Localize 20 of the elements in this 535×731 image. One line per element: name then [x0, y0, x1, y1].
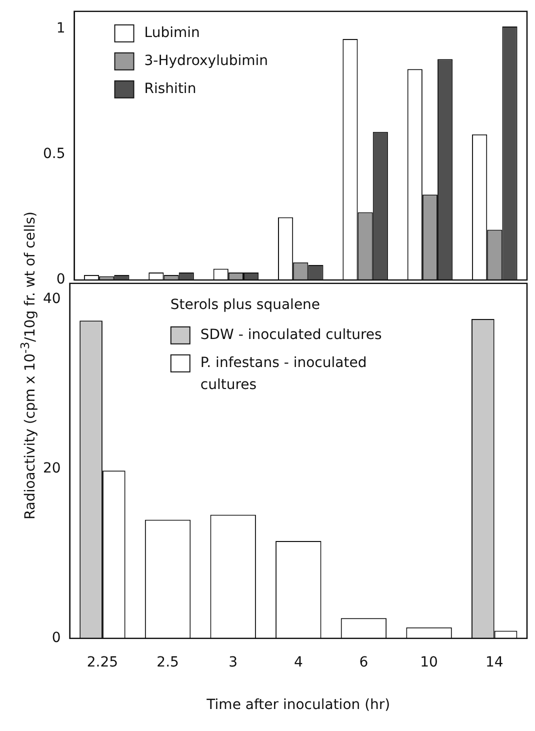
- y-tick-label: 1: [56, 20, 66, 37]
- y-tick-label: 0: [56, 272, 66, 288]
- x-tick-label: 14: [485, 654, 504, 670]
- x-tick-label: 10: [420, 654, 438, 670]
- x-tick-label: 4: [294, 654, 303, 670]
- legend-title: Sterols plus squalene: [170, 297, 320, 314]
- legend-label: SDW - inoculated cultures: [200, 327, 382, 344]
- legend-label: P. infestans - inoculated cultures: [200, 355, 367, 394]
- legend-label: Rishitin: [144, 81, 196, 98]
- x-axis-title: Time after inoculation (hr): [206, 697, 390, 714]
- x-tick-label: 2.5: [156, 654, 179, 670]
- y-tick-label: 40: [42, 291, 61, 308]
- y-tick-label: 0.5: [43, 146, 66, 162]
- legend-label: Lubimin: [144, 25, 200, 42]
- y-tick-label: 0: [52, 630, 61, 646]
- legend-label: 3-Hydroxylubimin: [144, 53, 268, 70]
- x-tick-label: 2.25: [86, 654, 118, 670]
- y-tick-label: 20: [42, 460, 61, 477]
- x-tick-label: 3: [228, 654, 238, 670]
- x-tick-label: 6: [359, 654, 368, 670]
